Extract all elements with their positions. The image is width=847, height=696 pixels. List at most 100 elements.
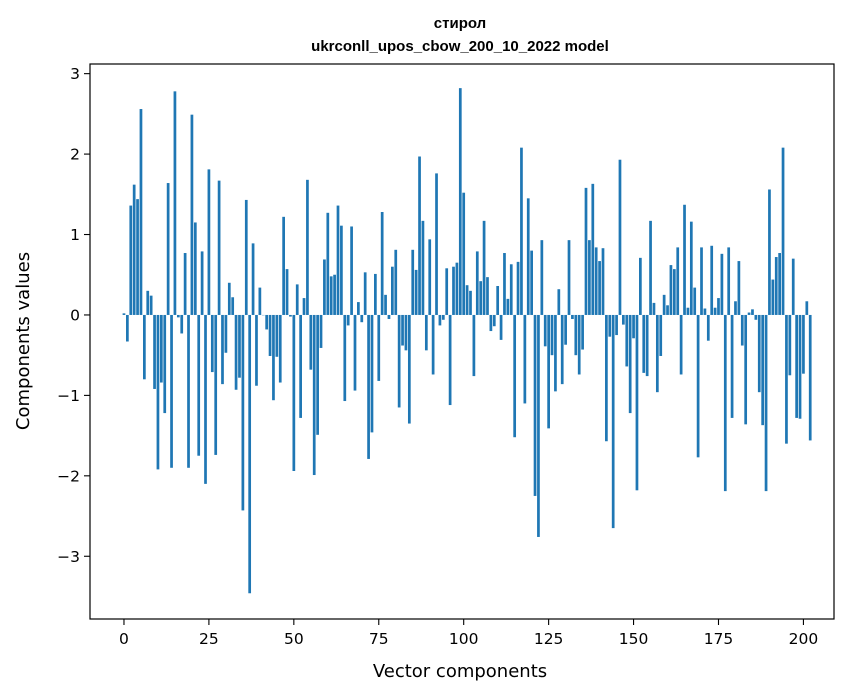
bar <box>808 314 812 441</box>
bar <box>686 307 690 315</box>
bar <box>584 187 588 315</box>
chart-title: стирол <box>434 15 486 32</box>
y-tick-label: 2 <box>70 146 80 164</box>
bar <box>554 314 557 392</box>
bar <box>591 183 595 315</box>
bar <box>703 308 707 315</box>
bar <box>394 249 398 315</box>
bar <box>448 314 452 406</box>
bar <box>197 314 201 456</box>
bar <box>350 226 353 315</box>
bar <box>710 245 714 315</box>
x-tick-label: 100 <box>449 630 479 648</box>
bar <box>285 269 289 315</box>
bar <box>761 314 765 426</box>
bar <box>496 286 500 315</box>
bar <box>170 314 173 468</box>
bar <box>526 198 530 315</box>
bar <box>730 314 734 418</box>
bar <box>472 314 476 377</box>
bar <box>744 314 748 425</box>
bar <box>367 314 370 459</box>
bars-group <box>122 88 812 594</box>
bar <box>377 314 381 381</box>
bar <box>319 314 323 348</box>
bar <box>740 314 744 346</box>
bar <box>323 259 326 315</box>
bar <box>441 314 445 320</box>
bar <box>683 204 686 315</box>
bar <box>404 314 408 351</box>
bar <box>418 156 421 315</box>
x-tick-label: 125 <box>534 630 564 648</box>
bar <box>489 314 493 332</box>
bar <box>550 314 554 356</box>
bar <box>391 266 394 315</box>
y-tick-label: 1 <box>70 226 80 244</box>
bar <box>292 314 296 471</box>
bar <box>265 314 269 330</box>
bar <box>652 302 656 315</box>
bar <box>598 261 601 315</box>
bar <box>435 173 438 315</box>
y-axis-ticks: −3 −2 −1 0 1 2 3 <box>57 65 90 566</box>
bar <box>628 314 632 414</box>
x-axis-ticks: 0 25 50 75 100 125 150 175 200 <box>119 619 818 648</box>
bar <box>696 314 700 458</box>
bar <box>560 314 564 385</box>
bar <box>380 212 384 315</box>
bar <box>655 314 659 393</box>
bar <box>693 287 697 315</box>
bar <box>336 205 340 315</box>
bar <box>649 220 652 315</box>
bar <box>611 314 615 529</box>
bar <box>360 314 364 323</box>
bar <box>316 314 319 435</box>
bar <box>727 247 731 315</box>
bar <box>662 294 666 315</box>
bar <box>258 287 262 315</box>
bar <box>479 281 483 315</box>
bar <box>132 184 136 315</box>
x-tick-label: 0 <box>119 630 129 648</box>
bar <box>363 272 367 315</box>
bar <box>486 277 489 315</box>
bar <box>645 314 649 377</box>
bar <box>771 279 775 315</box>
bar <box>672 269 676 315</box>
y-tick-label: 0 <box>70 306 80 324</box>
bar <box>248 314 252 594</box>
bar <box>618 159 622 315</box>
bar <box>581 314 584 350</box>
bar <box>180 314 184 334</box>
bar <box>564 314 567 345</box>
bar <box>370 314 374 433</box>
y-tick-label: −3 <box>57 548 80 566</box>
bar <box>353 314 357 391</box>
bar <box>234 314 238 390</box>
bar <box>689 221 693 315</box>
bar <box>547 314 550 429</box>
bar <box>156 314 160 470</box>
bar <box>588 240 591 315</box>
bar <box>503 253 506 315</box>
bar <box>272 314 275 401</box>
bar <box>642 314 646 373</box>
bar <box>679 314 683 375</box>
bar <box>346 314 350 326</box>
bar <box>622 314 625 325</box>
bar <box>666 305 669 315</box>
bar <box>577 314 581 375</box>
bar <box>795 314 798 418</box>
bar <box>255 314 258 386</box>
bar <box>475 251 479 315</box>
bar <box>146 290 150 315</box>
bar <box>465 285 469 315</box>
bar <box>187 314 190 468</box>
bar <box>723 314 727 492</box>
bar <box>482 220 486 315</box>
x-tick-label: 75 <box>369 630 389 648</box>
bar <box>734 301 737 315</box>
bar <box>608 314 612 337</box>
